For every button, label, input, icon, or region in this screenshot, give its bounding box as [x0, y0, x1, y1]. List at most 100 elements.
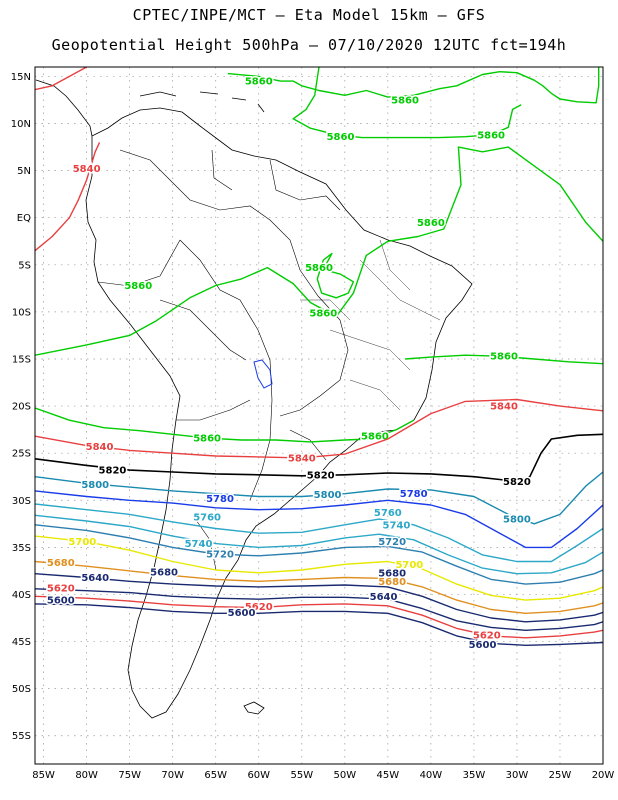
- contour-label: 5760: [374, 508, 402, 519]
- contour-label: 5680: [150, 567, 178, 578]
- lake-pantanal: [253, 359, 273, 389]
- contour-label: 5620: [473, 630, 501, 641]
- contour-5740: 5740 5740: [35, 514, 603, 575]
- contour-line: [35, 595, 603, 639]
- contour-label: 5860: [477, 130, 505, 141]
- contour-label: 5860: [124, 281, 152, 292]
- title-line-2: Geopotential Height 500hPa – 07/10/2020 …: [51, 36, 567, 54]
- contour-label: 5860: [327, 132, 355, 143]
- contour-5720: 5720 5720: [35, 524, 603, 585]
- country-borders: [97, 149, 349, 571]
- contour-5780: 5780 5780: [35, 488, 603, 549]
- contour-label: 5840: [86, 442, 114, 453]
- contour-line: [35, 603, 603, 646]
- falkland-islands: [243, 701, 265, 715]
- contour-label: 5860: [417, 218, 445, 229]
- lat-tick-label: 20S: [12, 402, 31, 413]
- contour-5840: 5840 5840 5840: [35, 398, 603, 466]
- contour-label: 5680: [378, 568, 406, 579]
- central-america-outline: [35, 79, 93, 137]
- contour-line: [35, 514, 603, 575]
- lon-tick-label: 20W: [592, 770, 615, 781]
- lon-tick-label: 85W: [32, 770, 55, 781]
- contour-line: [35, 573, 603, 623]
- contour-line: [35, 503, 603, 563]
- lat-tick-label: 15N: [11, 72, 31, 83]
- contour-label: 5620: [245, 602, 273, 613]
- lat-tick-label: 55S: [12, 731, 31, 742]
- state-borders: [300, 239, 441, 411]
- lon-tick-label: 55W: [290, 770, 313, 781]
- contour-line: [35, 142, 101, 252]
- contour-line: [227, 67, 600, 104]
- contour-line: [35, 433, 603, 483]
- contour-label: 5840: [73, 164, 101, 175]
- contour-5600: 5600 5600 5600: [35, 594, 603, 652]
- lat-tick-label: 25S: [12, 449, 31, 460]
- contour-5860: 5860: [304, 252, 355, 299]
- contour-5860: 5860 5860 5860: [35, 146, 603, 356]
- contour-label: 5700: [395, 560, 423, 571]
- contour-5760: 5760 5760: [35, 503, 603, 563]
- lon-tick-label: 45W: [377, 770, 400, 781]
- contour-label: 5760: [193, 513, 221, 524]
- contour-label: 5860: [391, 95, 419, 106]
- contour-line: [35, 398, 603, 459]
- lon-tick-label: 50W: [334, 770, 357, 781]
- contour-label: 5620: [47, 583, 75, 594]
- contour-label: 5740: [383, 520, 411, 531]
- contour-label: 5860: [193, 434, 221, 445]
- contour-line: [35, 524, 603, 585]
- caribbean-islands: [139, 91, 265, 113]
- contour-5860: 5860: [405, 350, 603, 365]
- lon-tick-label: 35W: [463, 770, 486, 781]
- contour-label: 5720: [206, 549, 234, 560]
- contour-label: 5800: [503, 515, 531, 526]
- lat-tick-label: 50S: [12, 684, 31, 695]
- lon-tick-label: 80W: [75, 770, 98, 781]
- contour-label: 5840: [490, 402, 518, 413]
- lon-tick-label: 60W: [247, 770, 270, 781]
- lat-tick-label: 15S: [12, 354, 31, 365]
- contour-label: 5600: [228, 608, 256, 619]
- lat-tick-label: 10S: [12, 307, 31, 318]
- contour-line: [35, 146, 603, 356]
- contour-5860: 5860 5860: [292, 67, 522, 145]
- lat-tick-label: 45S: [12, 637, 31, 648]
- contour-5700: 5700 5700: [35, 535, 603, 601]
- lon-tick-label: 40W: [420, 770, 443, 781]
- contour-label: 5840: [288, 453, 316, 464]
- contour-label: 5740: [185, 539, 213, 550]
- contour-label: 5800: [314, 490, 342, 501]
- lat-tick-label: 40S: [12, 590, 31, 601]
- contour-5840: 5840: [35, 142, 102, 252]
- contour-5800: 5800 5800 5800: [35, 471, 603, 527]
- contour-label: 5600: [47, 596, 75, 607]
- contour-label: 5700: [68, 537, 96, 548]
- contour-label: 5820: [503, 477, 531, 488]
- contour-line: [35, 407, 415, 443]
- south-america-outline: [85, 107, 473, 719]
- contour-line: [35, 535, 603, 601]
- contour-label: 5800: [81, 480, 109, 491]
- contour-label: 5780: [400, 489, 428, 500]
- contour-label: 5860: [305, 263, 333, 274]
- contour-line: [292, 67, 522, 139]
- lon-tick-label: 65W: [204, 770, 227, 781]
- lat-tick-label: 5N: [17, 166, 31, 177]
- coastline: [35, 79, 473, 719]
- contour-line: [35, 471, 603, 525]
- title-line-1: CPTEC/INPE/MCT – Eta Model 15km – GFS: [132, 6, 486, 24]
- contour-label: 5600: [469, 640, 497, 651]
- contour-label: 5860: [361, 432, 389, 443]
- contour-label: 5680: [378, 577, 406, 588]
- contour-label: 5860: [309, 308, 337, 319]
- contour-5620: 5620 5620 5620: [35, 582, 603, 643]
- contour-line: [316, 252, 355, 299]
- contour-label: 5640: [81, 573, 109, 584]
- lon-tick-label: 75W: [118, 770, 141, 781]
- axis-labels: 15N 10N 5N EQ 5S 10S 15S 20S 25S 30S 35S 40S 45S 50S 5…: [11, 72, 615, 781]
